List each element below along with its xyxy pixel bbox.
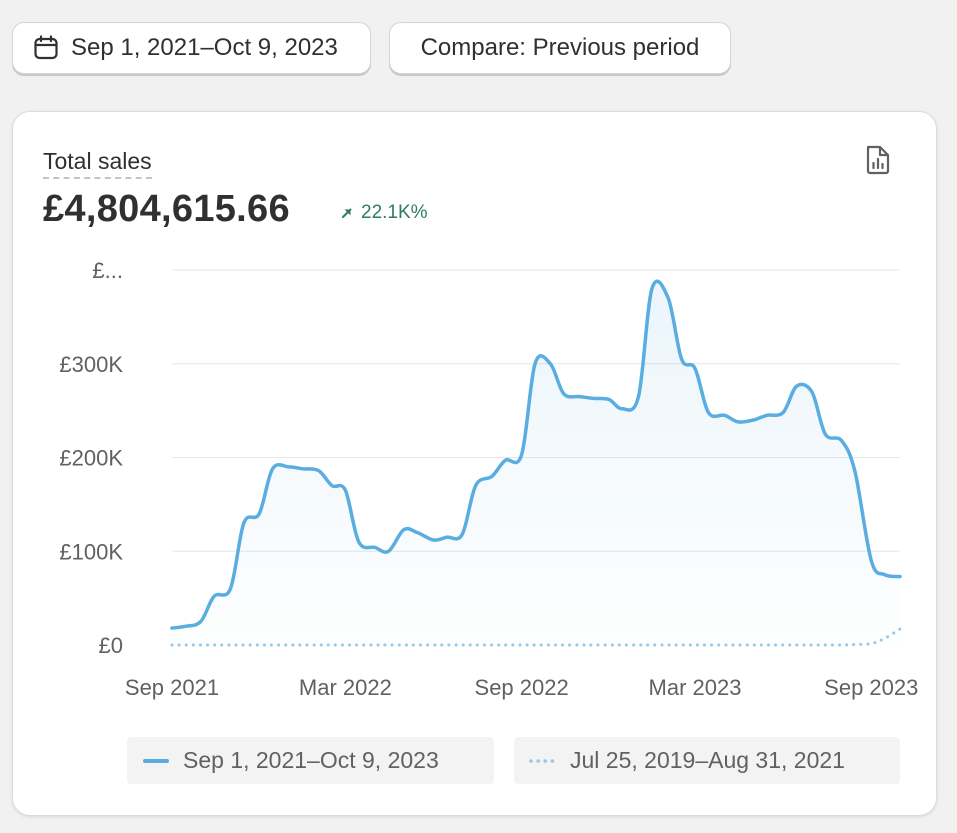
date-range-label: Sep 1, 2021–Oct 9, 2023	[71, 34, 338, 61]
calendar-icon	[33, 35, 59, 61]
series-previous-line	[170, 627, 902, 647]
y-tick-label: £0	[99, 633, 123, 658]
legend-item-current-period[interactable]: Sep 1, 2021–Oct 9, 2023	[127, 737, 494, 784]
y-tick-label: £100K	[59, 539, 123, 564]
date-range-button[interactable]: Sep 1, 2021–Oct 9, 2023	[12, 22, 371, 74]
legend-dotted-line-swatch	[529, 758, 556, 763]
legend-item-previous-period[interactable]: Jul 25, 2019–Aug 31, 2021	[514, 737, 900, 784]
arrow-up-right-icon	[342, 208, 352, 218]
legend-label-current: Sep 1, 2021–Oct 9, 2023	[183, 747, 439, 773]
metric-value: £4,804,615.66	[43, 188, 290, 230]
compare-label: Compare: Previous period	[420, 34, 700, 61]
x-tick-label: Mar 2022	[299, 675, 392, 700]
y-tick-label: £...	[92, 258, 123, 283]
series-current-line	[170, 279, 902, 630]
metric-change-badge: 22.1K%	[341, 202, 428, 224]
x-tick-label: Sep 2022	[475, 675, 569, 700]
file-chart-icon[interactable]	[863, 144, 893, 181]
legend-solid-line-swatch	[143, 758, 169, 763]
sales-chart: £0 £100K £200K £300K £... Sep 2021 Mar 2022 Sep…	[59, 258, 918, 700]
compare-period-button[interactable]: Compare: Previous period	[389, 22, 731, 74]
total-sales-card: Total sales £4,804,615.66 22.1K% £0 £100K…	[12, 111, 937, 816]
x-tick-label: Sep 2021	[125, 675, 219, 700]
x-tick-label: Mar 2023	[649, 675, 742, 700]
x-tick-label: Sep 2023	[824, 675, 918, 700]
y-tick-label: £300K	[59, 352, 123, 377]
metric-change-value: 22.1K%	[361, 202, 428, 223]
legend-label-previous: Jul 25, 2019–Aug 31, 2021	[570, 747, 845, 773]
metric-title[interactable]: Total sales	[43, 148, 152, 179]
y-tick-label: £200K	[59, 446, 123, 471]
series-current-area	[172, 281, 900, 645]
